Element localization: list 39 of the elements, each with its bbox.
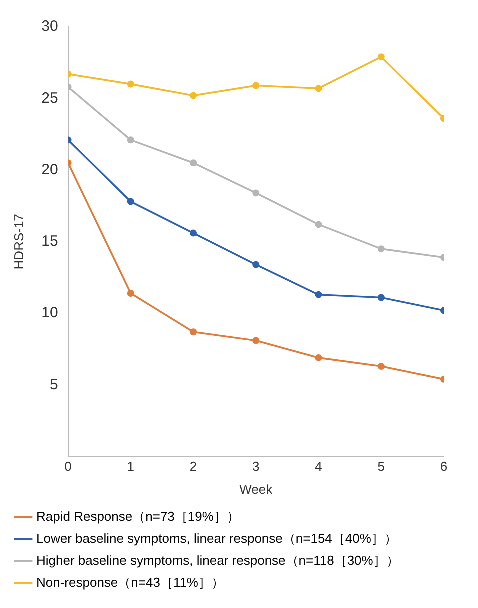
- y-axis-title: HDRS-17: [11, 214, 26, 270]
- point: [315, 85, 322, 92]
- y-tick-label: 5: [50, 376, 58, 394]
- point: [378, 363, 385, 370]
- x-tick-label: 6: [440, 459, 448, 474]
- point: [378, 54, 385, 61]
- x-tick-label: 4: [315, 459, 322, 474]
- point: [190, 92, 198, 100]
- point: [252, 82, 260, 90]
- legend-label: Non-response（n=43［11%］）: [36, 575, 224, 590]
- y-tick-label: 20: [42, 161, 58, 178]
- y-tick-label: 25: [42, 90, 58, 107]
- x-tick-label: 3: [252, 459, 260, 474]
- legend-label: Lower baseline symptoms, linear response（n=154［40%］）: [36, 531, 398, 546]
- point: [315, 291, 322, 298]
- legend-label: Higher baseline symptoms, linear response（n=118［30%］）: [36, 553, 400, 568]
- point: [252, 261, 260, 268]
- point: [127, 290, 134, 297]
- point: [378, 294, 385, 302]
- point: [190, 160, 198, 167]
- point: [252, 337, 260, 344]
- y-tick-label: 15: [42, 233, 58, 250]
- y-tick-label: 30: [42, 18, 58, 36]
- point: [127, 136, 134, 144]
- x-tick-label: 5: [378, 459, 385, 474]
- legend-label: Rapid Response（n=73［19%］）: [36, 509, 240, 524]
- point: [190, 328, 198, 336]
- point: [315, 221, 322, 228]
- point: [315, 354, 322, 362]
- point: [378, 246, 385, 253]
- point: [252, 190, 260, 197]
- point: [190, 230, 198, 237]
- point: [127, 80, 134, 88]
- y-tick-label: 10: [42, 304, 58, 322]
- x-tick-label: 1: [127, 459, 135, 474]
- x-tick-label: 0: [64, 459, 72, 474]
- x-tick-label: 2: [190, 459, 198, 474]
- point: [127, 198, 134, 206]
- x-axis-title: Week: [240, 482, 274, 497]
